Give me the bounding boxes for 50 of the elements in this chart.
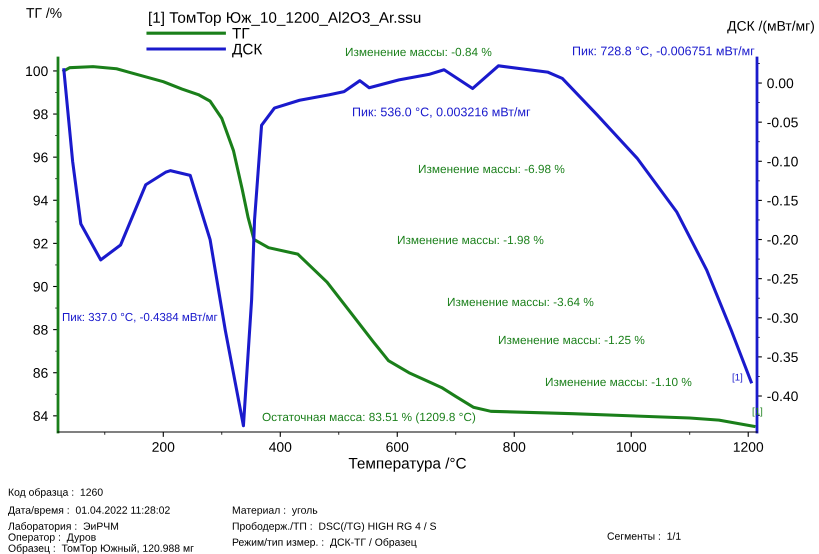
x-axis-title: Температура /°C	[348, 457, 466, 472]
legend-label: ТГ	[232, 28, 250, 39]
annotation: Остаточная масса: 83.51 % (1209.8 °C)	[262, 412, 476, 424]
annotation: Пик: 337.0 °C, -0.4384 мВт/мг	[62, 312, 218, 322]
y2-tick-label: -0.30	[767, 313, 798, 323]
text: Оператор : Дуров	[8, 533, 96, 543]
annotation: Изменение массы: -1.98 %	[398, 236, 544, 244]
y-tick-label: 94	[33, 196, 48, 206]
y2-tick-label: -0.05	[767, 117, 798, 128]
y-tick-label: 84	[33, 411, 48, 421]
y2-tick-label: 0.00	[767, 78, 794, 88]
text: Сегменты : 1/1	[608, 532, 681, 540]
x-tick-label: 1200	[734, 442, 764, 452]
text: Изменение массы: -0.84 %	[346, 48, 492, 56]
text: Образец : ТомТор Южный, 120.988 мг	[8, 544, 194, 554]
y2-tick-label: -0.20	[767, 234, 798, 245]
text: Дата/время : 01.04.2022 11:28:02	[8, 506, 170, 516]
text: Пик: 728.8 °C, -0.006751 мВт/мг	[573, 46, 754, 57]
y-tick-label: 98	[33, 109, 48, 120]
y-tick-label: 86	[33, 368, 48, 378]
text: Код образца : 1260	[8, 488, 103, 498]
annotation: Изменение массы: -1.25 %	[498, 336, 644, 344]
y2-tick-label: -0.40	[767, 391, 798, 402]
y2-tick-label: -0.15	[767, 196, 798, 206]
y-axis-title: ТГ /%	[26, 8, 62, 18]
y-tick-label: 90	[33, 282, 48, 292]
y-tick-label: 96	[33, 152, 48, 162]
y2-tick-label: -0.10	[767, 156, 798, 166]
annotation: [1]	[732, 373, 742, 383]
y2-tick-label: -0.25	[767, 274, 798, 284]
annotation: Изменение массы: -3.64 %	[448, 298, 594, 306]
text: Лаборатория : ЭиРЧМ	[8, 522, 118, 532]
annotation: Пик: 536.0 °C, 0.003216 мВт/мг	[353, 107, 530, 118]
text: Материал : уголь	[232, 506, 318, 516]
text: Режим/тип измер. : ДСК-ТГ / Образец	[232, 538, 416, 548]
y2-axis-title: ДСК /(мВт/мг)	[727, 20, 814, 34]
legend-label: ДСК	[232, 44, 262, 58]
x-tick-label: 1000	[616, 442, 646, 452]
x-tick-label: 200	[152, 442, 174, 452]
legend-title: [1] ТомТор Юж_10_1200_Al2O3_Ar.ssu	[149, 12, 420, 26]
x-tick-label: 600	[386, 442, 408, 452]
y2-tick-label: -0.35	[767, 352, 798, 362]
annotation: Изменение массы: -6.98 %	[418, 164, 564, 174]
text: Прободерж./ТП : DSC(/TG) HIGH RG 4 / S	[232, 522, 436, 532]
y-tick-label: 100	[26, 66, 48, 76]
y-tick-label: 88	[33, 324, 48, 335]
annotation: Изменение массы: -1.10 %	[546, 378, 692, 386]
x-tick-label: 800	[503, 442, 526, 452]
x-tick-label: 400	[269, 442, 292, 452]
y-tick-label: 92	[33, 238, 48, 249]
